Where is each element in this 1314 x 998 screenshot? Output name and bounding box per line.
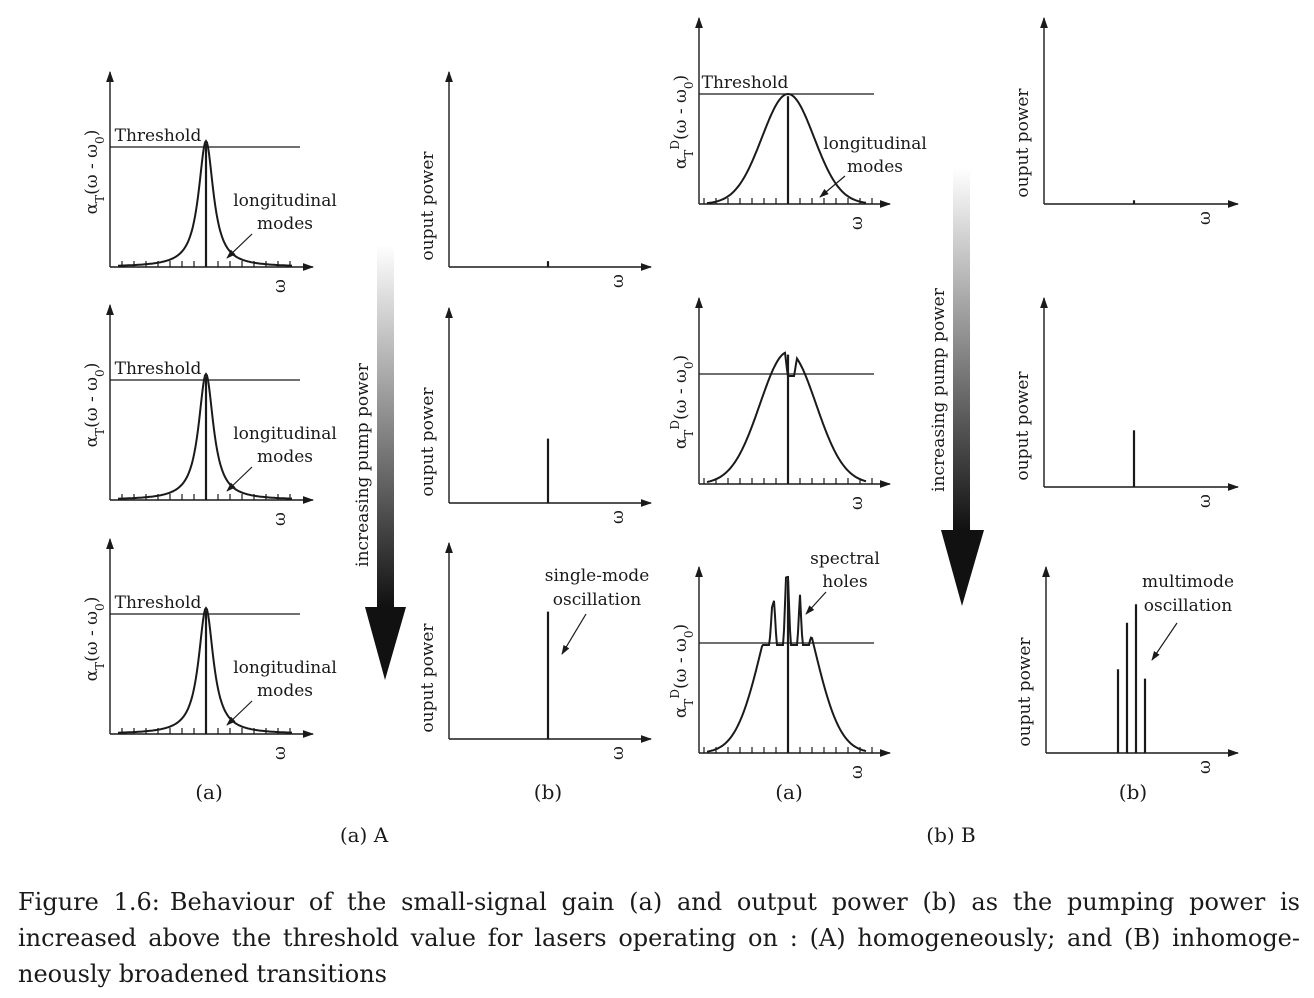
gain-plot-panel_B-1: ω αTD(ω - ω0) <box>668 296 892 510</box>
x-axis-label: ω <box>608 746 628 760</box>
annotation-arrow <box>561 613 587 655</box>
y-axis-label: ouput power <box>418 387 438 497</box>
y-axis-label: ouput power <box>418 623 438 733</box>
annotation-line-1: spectral <box>810 549 880 569</box>
annotation-arrow <box>226 233 253 259</box>
gain-plot-panel_A-2: ω Threshold longitudinal modes αT(ω - ω0) <box>82 537 337 760</box>
annotation-line-1: longitudinal <box>233 191 337 211</box>
column-label-B-a: (a) <box>775 780 803 804</box>
pump-arrow-label-A: increasing pump power <box>353 362 373 567</box>
annotation-line-1: longitudinal <box>233 424 337 444</box>
subcaption-B: (b) B <box>926 823 975 847</box>
annotation-line-2: modes <box>847 157 903 177</box>
pump-arrow-label-B: increasing pump power <box>929 287 949 492</box>
x-axis-label: ω <box>847 765 867 779</box>
y-axis-label: αT(ω - ω0) <box>82 363 107 448</box>
gain-curve <box>706 351 867 483</box>
gain-curve <box>706 575 867 753</box>
x-axis-label: ω <box>1195 494 1215 508</box>
annotation-arrow <box>819 175 846 198</box>
annotation-line-1: multimode <box>1142 572 1234 592</box>
x-axis-label: ω <box>270 279 290 293</box>
gain-plot-panel_A-0: ω Threshold longitudinal modes αT(ω - ω0) <box>82 70 337 293</box>
y-axis-label: ouput power <box>418 151 438 261</box>
annotation-arrow <box>226 700 253 726</box>
gain-plot-panel_B-2: ω αTD(ω - ω0) spectral holes <box>668 549 892 779</box>
pump-arrow-A <box>365 245 406 680</box>
column-label-A-a: (a) <box>195 780 223 804</box>
power-plot-panel_A-1: ouput power ω <box>418 306 653 524</box>
annotation-arrow <box>226 466 253 492</box>
caption-label: Figure 1.6: <box>18 888 160 916</box>
subcaption-A: (a) A <box>340 823 389 847</box>
y-axis-label: ouput power <box>1013 371 1033 481</box>
annotation-line-1: longitudinal <box>823 134 927 154</box>
x-axis-label: ω <box>1195 211 1215 225</box>
gain-curve <box>118 372 292 500</box>
figure-caption: Figure 1.6: Behaviour of the small-signal… <box>18 884 1300 992</box>
pump-arrow-B <box>941 168 984 606</box>
annotation-line-1: longitudinal <box>233 658 337 678</box>
x-axis-label: ω <box>608 274 628 288</box>
threshold-label: Threshold <box>115 593 202 613</box>
y-axis-label: αTD(ω - ω0) <box>668 624 696 718</box>
plots: ω Threshold longitudinal modes αT(ω - ω0) ω Th… <box>82 16 1240 779</box>
annotation-line-2: oscillation <box>553 590 641 610</box>
power-plot-panel_B-0: ouput power ω <box>1013 16 1240 225</box>
x-axis-label: ω <box>270 512 290 526</box>
column-label-A-b: (b) <box>534 780 562 804</box>
threshold-label: Threshold <box>115 126 202 146</box>
gain-curve <box>118 606 292 734</box>
gain-curve <box>706 92 867 205</box>
x-axis-label: ω <box>1195 760 1215 774</box>
x-axis-label: ω <box>847 496 867 510</box>
annotation-line-2: oscillation <box>1144 596 1232 616</box>
threshold-label: Threshold <box>702 73 789 93</box>
annotation-line-2: modes <box>257 214 313 234</box>
power-plot-panel_A-2: ouput power ω single-mode oscillation <box>418 541 653 760</box>
column-label-B-b: (b) <box>1119 780 1147 804</box>
caption-text: Behaviour of the small-signal gain (a) a… <box>18 888 1300 988</box>
y-axis-label: ouput power <box>1013 88 1033 198</box>
x-axis-label: ω <box>608 510 628 524</box>
gain-curve <box>118 139 292 267</box>
y-axis-label: αT(ω - ω0) <box>82 130 107 215</box>
y-axis-label: αTD(ω - ω0) <box>668 75 696 169</box>
annotation-arrow <box>805 591 827 615</box>
threshold-label: Threshold <box>115 359 202 379</box>
figure: increasing pump power increasing pump po… <box>82 16 1240 847</box>
x-axis-label: ω <box>270 746 290 760</box>
gain-plot-panel_B-0: ω αTD(ω - ω0) Threshold longitudinal modes <box>668 16 927 230</box>
y-axis-label: αTD(ω - ω0) <box>668 355 696 449</box>
annotation-line-2: holes <box>822 572 867 592</box>
power-plot-panel_B-2: ouput power ω multimode oscillation <box>1015 565 1240 774</box>
gain-plot-panel_A-1: ω Threshold longitudinal modes αT(ω - ω0) <box>82 303 337 526</box>
power-plot-panel_A-0: ouput power ω <box>418 70 653 288</box>
annotation-line-2: modes <box>257 681 313 701</box>
annotation-line-2: modes <box>257 447 313 467</box>
y-axis-label: ouput power <box>1015 637 1035 747</box>
annotation-arrow <box>1151 622 1178 661</box>
y-axis-label: αT(ω - ω0) <box>82 597 107 682</box>
power-plot-panel_B-1: ouput power ω <box>1013 296 1240 508</box>
annotation-line-1: single-mode <box>545 566 650 586</box>
x-axis-label: ω <box>847 216 867 230</box>
